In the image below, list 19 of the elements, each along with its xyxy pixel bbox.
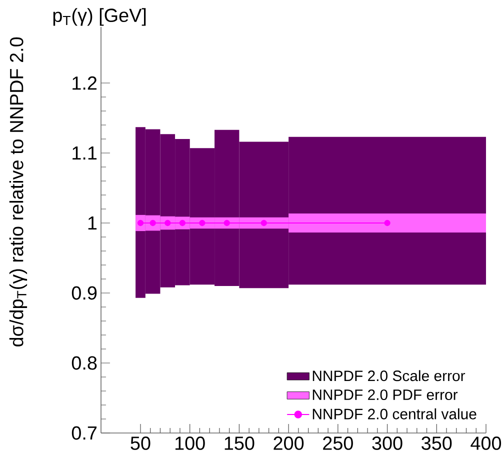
y-tick-label: 1 — [88, 216, 97, 230]
y-tick-label: 0.8 — [72, 356, 97, 370]
x-tick-label: 150 — [224, 436, 254, 450]
x-tick-label: 50 — [130, 436, 150, 450]
x-axis-title: p$_{T}$(γ) [GeV] — [53, 8, 146, 26]
x-tick-label: 300 — [372, 436, 402, 450]
x-tick-label: 100 — [175, 436, 205, 450]
legend-label: NNPDF 2.0 PDF error — [312, 389, 458, 400]
y-tick-label: 1.2 — [72, 76, 97, 90]
y-axis-title: dσ/dp$_{T}$(γ) ratio relative to NNPDF 2.0 — [9, 37, 28, 346]
legend-label: NNPDF 2.0 Scale error — [312, 370, 466, 382]
y-tick-label: 0.9 — [72, 286, 97, 300]
x-tick-label: 200 — [274, 436, 304, 450]
x-tick-label: 350 — [422, 436, 452, 450]
y-tick-label: 0.7 — [72, 426, 97, 440]
x-tick-label: 250 — [323, 436, 353, 450]
legend-label: NNPDF 2.0 central value — [312, 408, 476, 420]
y-tick-label: 1.1 — [72, 146, 97, 160]
x-tick-label: 400 — [470, 436, 502, 450]
